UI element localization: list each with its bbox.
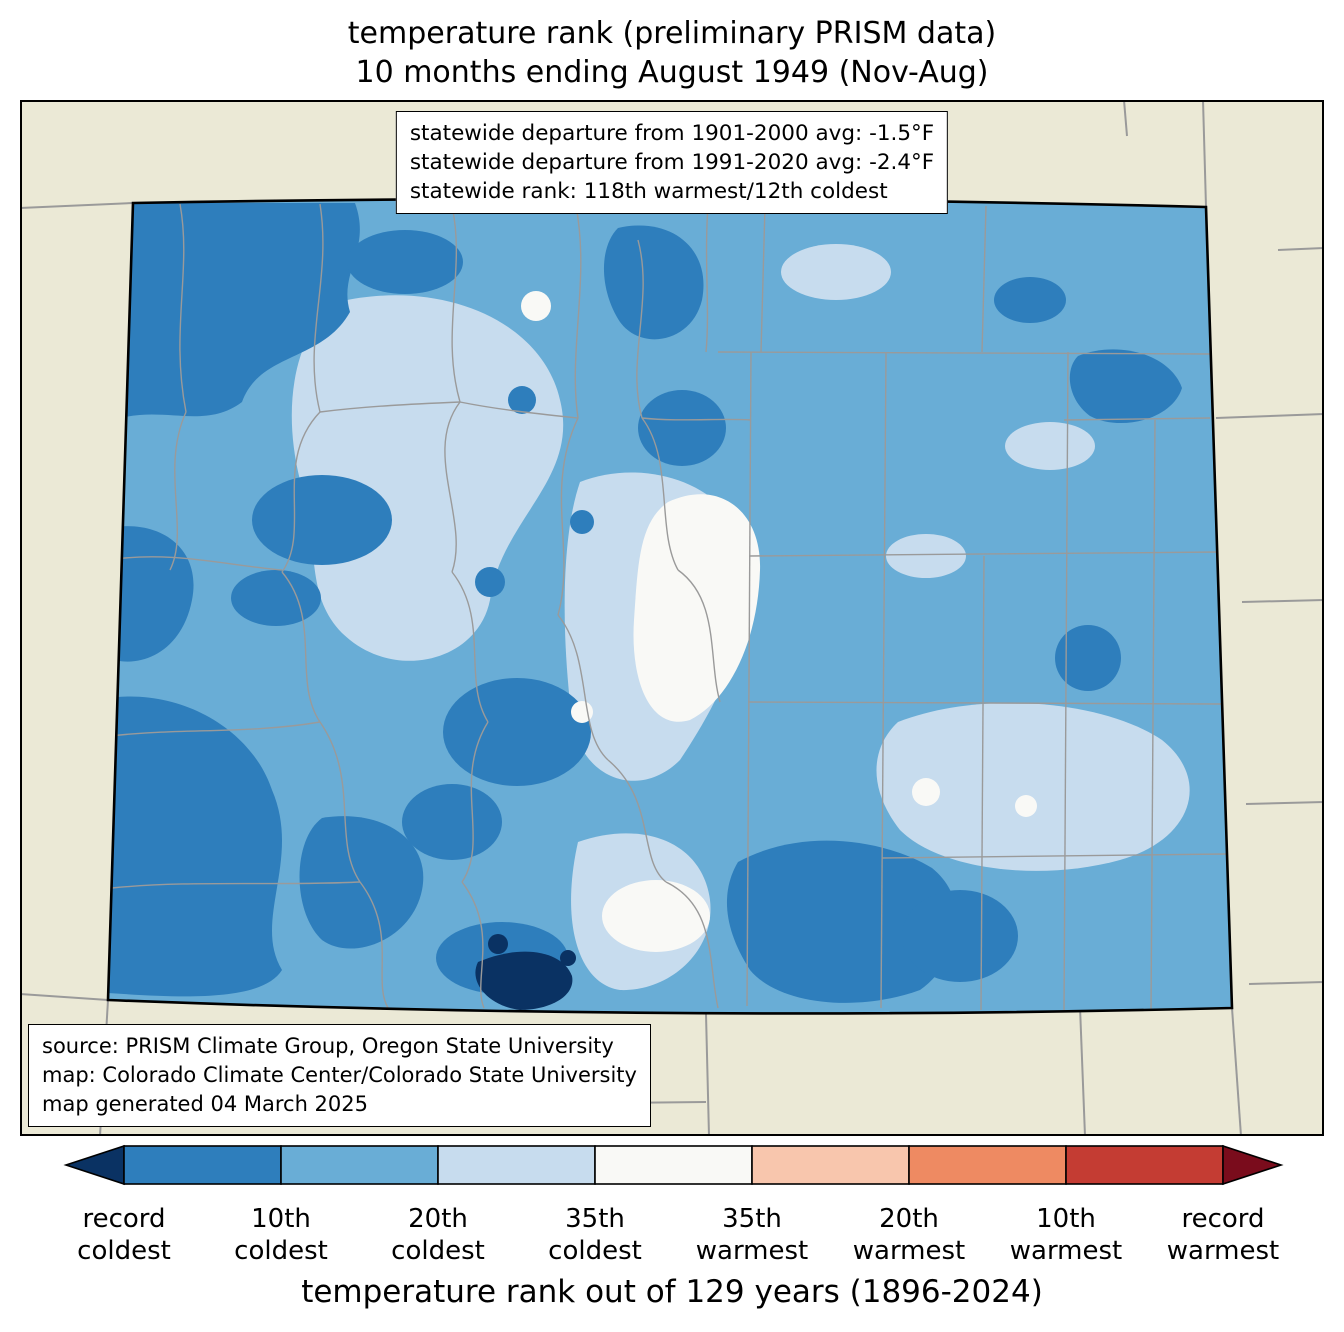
colorbar-segment-10th-coldest	[123, 1145, 282, 1185]
county-borders	[109, 203, 1227, 1013]
colorbar-label-35th-warmest: 35th warmest	[695, 1204, 809, 1266]
stats-line-3: statewide rank: 118th warmest/12th colde…	[409, 179, 888, 204]
source-box: source: PRISM Climate Group, Oregon Stat…	[28, 1024, 651, 1127]
map-frame	[20, 100, 1324, 1136]
stats-box: statewide departure from 1901-2000 avg: …	[395, 111, 949, 214]
colorbar-label-10th-coldest: 10th coldest	[234, 1204, 328, 1266]
colorbar-segment-10th-warmest	[1065, 1145, 1224, 1185]
stats-line-1: statewide departure from 1901-2000 avg: …	[409, 121, 935, 146]
colorbar	[63, 1144, 1284, 1186]
colorado-rank-map	[20, 100, 1324, 1136]
map-canvas: statewide departure from 1901-2000 avg: …	[20, 100, 1324, 1136]
colorbar-label-20th-coldest: 20th coldest	[391, 1204, 485, 1266]
figure-caption: temperature rank out of 129 years (1896-…	[301, 1274, 1043, 1310]
colorbar-segment-middle	[594, 1145, 753, 1185]
colorbar-label-20th-warmest: 20th warmest	[852, 1204, 966, 1266]
colorbar-label-record-coldest: record coldest	[77, 1204, 171, 1266]
colorbar-left-arrow	[63, 1144, 125, 1186]
colorbar-label-10th-warmest: 10th warmest	[1009, 1204, 1123, 1266]
rank-region-record-coldest	[475, 934, 576, 1010]
title-line-2: 10 months ending August 1949 (Nov-Aug)	[355, 55, 989, 90]
figure-title: temperature rank (preliminary PRISM data…	[0, 14, 1344, 92]
rank-region-10th-coldest	[108, 203, 1182, 1003]
rank-region-middle	[521, 291, 1037, 952]
colorbar-label-record-warmest: record warmest	[1166, 1204, 1280, 1266]
source-line-2: map: Colorado Climate Center/Colorado St…	[42, 1063, 637, 1087]
colorbar-segment-35th-warmest	[751, 1145, 910, 1185]
source-line-1: source: PRISM Climate Group, Oregon Stat…	[42, 1034, 614, 1058]
colorbar-label-35th-coldest: 35th coldest	[548, 1204, 642, 1266]
colorbar-segment-20th-coldest	[280, 1145, 439, 1185]
colorbar-segment-35th-coldest	[437, 1145, 596, 1185]
title-line-1: temperature rank (preliminary PRISM data…	[347, 16, 997, 51]
stats-line-2: statewide departure from 1991-2020 avg: …	[409, 150, 935, 175]
colorbar-right-arrow	[1222, 1144, 1284, 1186]
colorbar-segment-20th-warmest	[908, 1145, 1067, 1185]
source-line-3: map generated 04 March 2025	[42, 1092, 369, 1116]
colorbar-tick-labels: record coldest 10th coldest 20th coldest…	[0, 1203, 1344, 1269]
